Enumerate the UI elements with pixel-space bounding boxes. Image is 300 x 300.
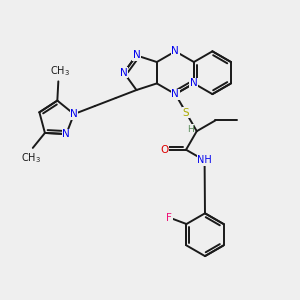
Text: N: N (133, 50, 140, 60)
Text: N: N (172, 46, 179, 56)
Text: F: F (167, 213, 172, 223)
Text: N: N (62, 129, 70, 139)
Text: N: N (172, 46, 179, 56)
Text: N: N (70, 109, 78, 119)
Text: N: N (172, 89, 179, 99)
Text: CH$_3$: CH$_3$ (50, 64, 70, 78)
Text: N: N (190, 78, 198, 88)
Text: NH: NH (197, 155, 212, 165)
Text: S: S (183, 108, 189, 118)
Text: CH$_3$: CH$_3$ (21, 152, 41, 165)
Text: N: N (120, 68, 128, 78)
Text: H: H (187, 124, 194, 134)
Text: O: O (160, 145, 169, 155)
